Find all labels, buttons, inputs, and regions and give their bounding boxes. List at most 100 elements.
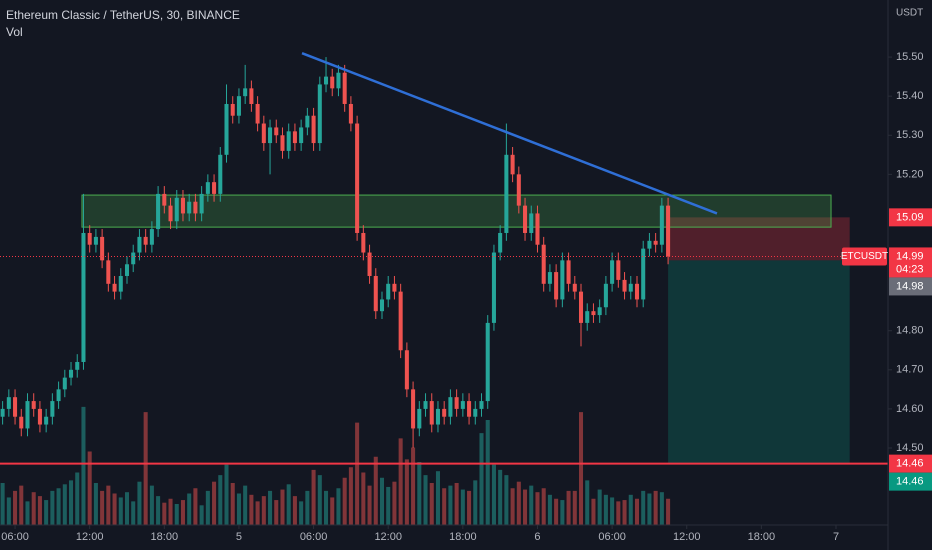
volume-bar (411, 447, 416, 525)
candle-body (243, 88, 248, 97)
candle-body (69, 369, 74, 378)
volume-bar (205, 490, 210, 525)
y-tick-label: 15.30 (896, 129, 924, 141)
candle-body (460, 401, 465, 409)
volume-bar (6, 497, 11, 525)
volume-bar (311, 469, 316, 525)
chart-title: Ethereum Classic / TetherUS, 30, BINANCE (6, 8, 240, 22)
candle-body (622, 279, 627, 292)
candle-body (311, 115, 316, 144)
support-zone (81, 194, 832, 228)
candle-body (448, 397, 453, 417)
candle-body (554, 272, 559, 300)
candle-body (361, 232, 366, 253)
candle-body (224, 103, 229, 155)
volume-bar (292, 496, 297, 525)
symbol-label-bg (842, 247, 887, 266)
volume-bar (379, 477, 385, 525)
volume-bar (504, 475, 509, 525)
candle-body (87, 232, 92, 245)
volume-bar (572, 490, 577, 525)
volume-bar (162, 502, 167, 525)
candle-body (280, 135, 285, 151)
volume-bar (224, 464, 229, 525)
candle-body (398, 291, 403, 351)
candle-body (156, 193, 161, 230)
volume-bar (386, 486, 391, 525)
y-tick-label: 14.80 (896, 325, 924, 337)
volume-bar (435, 471, 440, 525)
price-label: 14.98 (896, 280, 924, 292)
volume-bar (560, 500, 565, 525)
volume-bar (323, 490, 329, 525)
volume-bar (81, 406, 86, 525)
volume-bar (62, 484, 67, 525)
candle-body (342, 72, 347, 104)
candle-body (435, 408, 440, 425)
candle-body (585, 311, 590, 323)
volume-bar (336, 488, 341, 525)
volume-bar (174, 504, 179, 525)
volume-bar (131, 501, 136, 525)
candle-body (236, 96, 241, 116)
volume-bar (622, 500, 627, 525)
volume-bar (69, 480, 74, 525)
y-tick-label: 14.70 (896, 364, 924, 376)
candle-body (193, 201, 198, 214)
candle-body (124, 264, 130, 276)
price-label-bg (889, 454, 932, 473)
volume-bar (361, 472, 366, 525)
volume-bar (367, 485, 372, 525)
candle-body (411, 389, 416, 429)
x-tick-label: 6 (534, 531, 540, 543)
volume-bar (653, 490, 658, 525)
volume-bar (0, 483, 5, 525)
candle-body (305, 115, 310, 128)
candle-body (187, 201, 192, 214)
candle-body (93, 236, 98, 245)
volume-bar (286, 484, 291, 525)
candle-body (591, 311, 596, 316)
candle-body (286, 131, 291, 151)
candle-body (429, 401, 434, 425)
candle-body (268, 127, 273, 144)
price-label: 14.46 (896, 476, 924, 488)
volume-bar (659, 492, 664, 525)
candle-body (485, 322, 490, 402)
candle-body (330, 76, 335, 89)
volume-bar (554, 498, 559, 525)
volume-bar (13, 490, 18, 525)
volume-bar (19, 485, 24, 525)
volume-bar (100, 490, 105, 525)
volume-bar (56, 488, 61, 525)
x-tick-label: 5 (236, 531, 242, 543)
candle-body (379, 299, 385, 312)
price-label: 15.09 (896, 211, 924, 223)
volume-bar (591, 498, 596, 525)
candle-body (56, 389, 61, 402)
volume-bar (485, 420, 490, 525)
x-tick-label: 06:00 (1, 531, 29, 543)
volume-bar (647, 493, 652, 525)
candle-body (336, 72, 341, 89)
volume-bar (249, 494, 254, 525)
volume-bar (510, 488, 515, 525)
volume-bar (666, 498, 671, 525)
candle-body (131, 252, 136, 265)
candle-body (473, 408, 478, 417)
candle-body (541, 244, 546, 284)
volume-bar (442, 488, 447, 525)
x-tick-label: 18:00 (151, 531, 179, 543)
x-tick-label: 7 (833, 531, 839, 543)
candle-body (504, 154, 509, 233)
volume-bar (398, 438, 403, 525)
volume-bar (112, 493, 117, 525)
volume-bar (180, 500, 185, 525)
price-label-bg (889, 472, 932, 491)
volume-bar (355, 422, 360, 525)
candle-body (149, 229, 154, 245)
candle-body (510, 154, 515, 175)
candle-body (274, 127, 279, 136)
candle-body (417, 408, 422, 429)
